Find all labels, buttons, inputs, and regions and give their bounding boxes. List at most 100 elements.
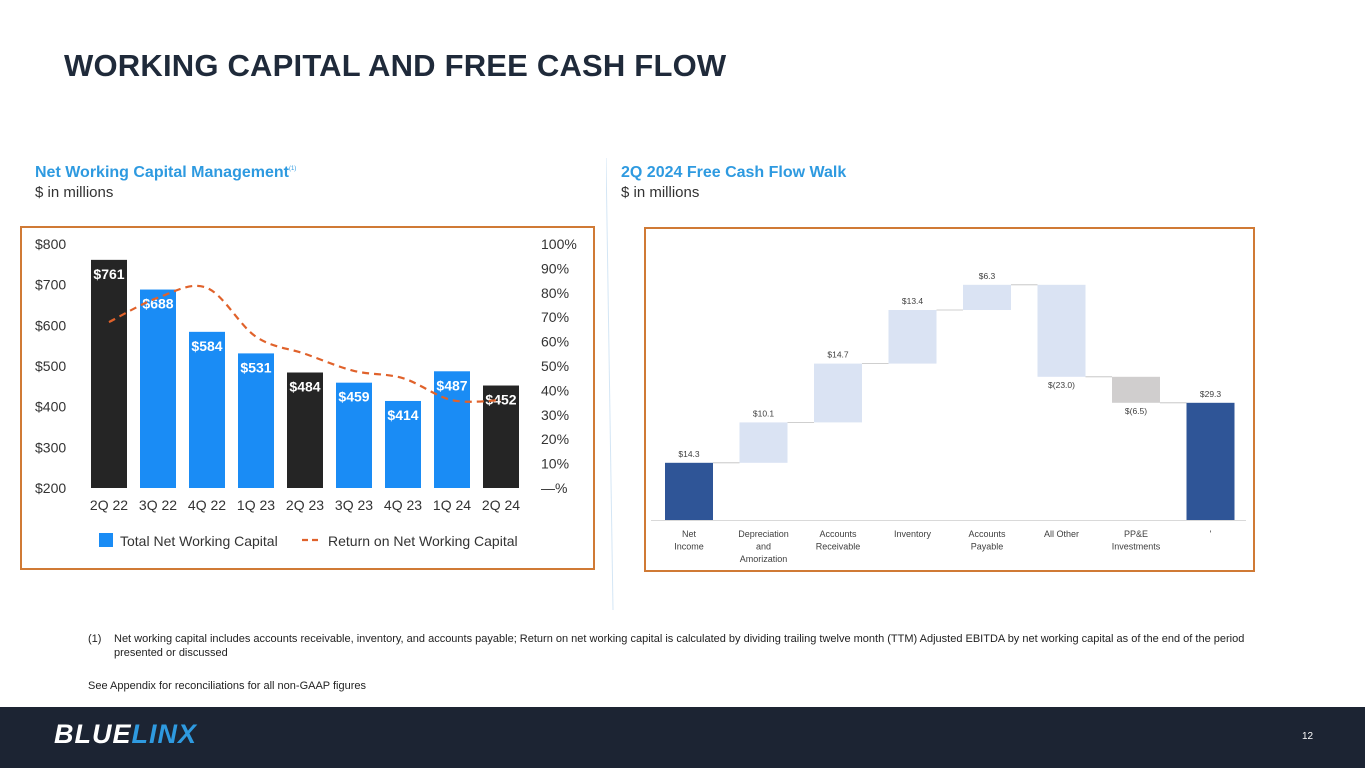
section-divider (606, 158, 614, 610)
waterfall-bar (665, 462, 713, 520)
legend-label-return: Return on Net Working Capital (328, 533, 518, 549)
x-tick-label: 4Q 22 (188, 497, 226, 513)
y-right-tick-label: 10% (541, 456, 569, 472)
waterfall-value-label: $(23.0) (1048, 380, 1075, 390)
waterfall-category-label: Investments (1112, 542, 1161, 552)
y-left-tick-label: $400 (35, 399, 66, 415)
y-right-tick-label: 30% (541, 407, 569, 423)
page-title: WORKING CAPITAL AND FREE CASH FLOW (64, 48, 727, 83)
fcf-section-subtitle: $ in millions (621, 184, 700, 201)
return-on-nwc-line (108, 284, 502, 403)
y-left-tick-label: $500 (35, 358, 66, 374)
nwc-bar-label: $487 (436, 377, 467, 393)
nwc-bar (483, 385, 519, 488)
waterfall-category-label: Amorization (740, 554, 788, 564)
y-left-tick-label: $700 (35, 277, 66, 293)
x-tick-label: 2Q 24 (482, 497, 520, 513)
waterfall-category-label: ' (1210, 529, 1212, 539)
nwc-bar-label: $484 (289, 379, 320, 395)
nwc-section-title: Net Working Capital Management(1) (35, 164, 296, 182)
waterfall-bar (739, 422, 788, 463)
page-number: 12 (1302, 731, 1314, 742)
y-right-tick-label: 40% (541, 382, 569, 398)
footnote-text: Net working capital includes accounts re… (114, 633, 1245, 659)
waterfall-value-label: $10.1 (753, 408, 775, 418)
logo-part-linx: LINX (131, 719, 198, 749)
nwc-footnote-ref: (1) (288, 166, 297, 172)
y-left-tick-label: $300 (35, 439, 66, 455)
x-tick-label: 2Q 22 (90, 497, 128, 513)
waterfall-bar (1186, 402, 1235, 520)
waterfall-category-label: Inventory (894, 529, 932, 539)
nwc-bar-label: $414 (387, 407, 418, 423)
waterfall-bar (888, 310, 937, 364)
fcf-chart: $14.3 $10.1 $14.7 $13.4 $6.3 $(23.0) $(6.5) $29… (651, 271, 1246, 564)
waterfall-category-label: Receivable (816, 542, 861, 552)
nwc-bar (238, 353, 274, 488)
waterfall-bar (1037, 284, 1086, 377)
nwc-chart: $800 $700 $600 $500 $400 $300 $200 100% 90% 80% 70… (35, 236, 577, 549)
footnote: (1) Net working capital includes account… (88, 632, 1288, 660)
legend-swatch-nwc (99, 533, 113, 547)
nwc-bar (189, 331, 225, 488)
legend-label-nwc: Total Net Working Capital (120, 533, 278, 549)
waterfall-category-label: Income (674, 542, 704, 552)
nwc-chart-panel: $800 $700 $600 $500 $400 $300 $200 100% 90% 80% 70… (20, 226, 595, 570)
waterfall-category-label: Net (682, 529, 697, 539)
waterfall-category-label: Payable (971, 542, 1004, 552)
y-right-tick-label: 80% (541, 285, 569, 301)
waterfall-value-label: $14.7 (827, 350, 849, 360)
x-tick-label: 4Q 23 (384, 497, 422, 513)
footer-bar (0, 707, 1365, 768)
waterfall-bar (963, 284, 1011, 310)
nwc-section-subtitle: $ in millions (35, 184, 114, 201)
nwc-bar (336, 382, 372, 488)
fcf-chart-panel: $14.3 $10.1 $14.7 $13.4 $6.3 $(23.0) $(6.5) $29… (644, 227, 1255, 572)
x-tick-label: 3Q 22 (139, 497, 177, 513)
nwc-bar-label: $761 (93, 266, 124, 282)
nwc-bar-label: $688 (142, 296, 173, 312)
waterfall-category-label: Accounts (968, 529, 1006, 539)
nwc-bar-label: $459 (338, 389, 369, 405)
y-right-tick-label: 100% (541, 236, 577, 252)
x-tick-label: 3Q 23 (335, 497, 373, 513)
fcf-section-title: 2Q 2024 Free Cash Flow Walk (621, 164, 847, 181)
nwc-title-text: Net Working Capital Management (35, 164, 289, 181)
y-right-tick-label: 20% (541, 431, 569, 447)
waterfall-value-label: $(6.5) (1125, 406, 1147, 416)
waterfall-category-label: and (756, 542, 771, 552)
logo-part-blue: BLUE (54, 719, 132, 749)
x-tick-label: 1Q 23 (237, 497, 275, 513)
x-tick-label: 1Q 24 (433, 497, 471, 513)
nwc-bar-label: $531 (240, 359, 271, 375)
y-right-tick-label: 60% (541, 334, 569, 350)
y-right-tick-label: 90% (541, 260, 569, 276)
appendix-note: See Appendix for reconciliations for all… (88, 680, 367, 692)
waterfall-category-label: Depreciation (738, 529, 789, 539)
waterfall-category-label: PP&E (1124, 529, 1148, 539)
waterfall-value-label: $14.3 (678, 449, 700, 459)
y-left-tick-label: $200 (35, 480, 66, 496)
nwc-bar (434, 371, 470, 488)
y-left-tick-label: $600 (35, 317, 66, 333)
waterfall-value-label: $13.4 (902, 296, 924, 306)
waterfall-value-label: $6.3 (979, 271, 996, 281)
waterfall-value-label: $29.3 (1200, 389, 1222, 399)
y-left-tick-label: $800 (35, 236, 66, 252)
nwc-bar (385, 400, 421, 488)
waterfall-bar (1112, 376, 1160, 403)
waterfall-category-label: All Other (1044, 529, 1079, 539)
nwc-bar-label: $452 (485, 392, 516, 408)
y-right-tick-label: 50% (541, 358, 569, 374)
y-right-tick-label: —% (541, 480, 567, 496)
waterfall-category-label: Accounts (819, 529, 857, 539)
waterfall-bar (814, 363, 862, 423)
y-right-tick-label: 70% (541, 309, 569, 325)
footnote-number: (1) (88, 633, 102, 645)
bluelinx-logo: BLUELINX (54, 719, 197, 750)
nwc-bar-label: $584 (191, 338, 222, 354)
nwc-bar (287, 372, 323, 488)
x-tick-label: 2Q 23 (286, 497, 324, 513)
nwc-bar (140, 289, 176, 488)
nwc-bar (91, 259, 127, 488)
